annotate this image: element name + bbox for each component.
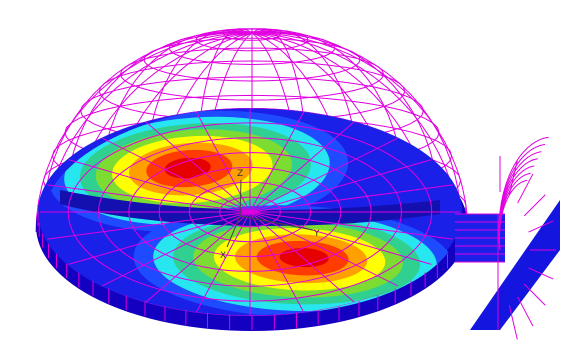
disc-radial [139, 211, 251, 308]
dome-parallel [119, 47, 384, 101]
axis-x-line [226, 215, 241, 248]
disc-radial [192, 211, 251, 316]
disc-radial [249, 133, 406, 213]
flange-spoke [528, 267, 554, 280]
flange-spoke [508, 305, 518, 340]
disc-ring [98, 137, 402, 287]
disc-radial [249, 211, 308, 316]
disc-ring [128, 152, 372, 272]
flange-arc [498, 136, 549, 251]
axis-y-label: Y [313, 229, 320, 239]
disc-radial [249, 183, 460, 213]
contour-band [279, 248, 329, 268]
disc-ring [219, 196, 281, 228]
axis-z-line [239, 179, 242, 217]
axis-x-label: X [220, 251, 226, 261]
disc-radial [94, 211, 251, 291]
flange-spoke [517, 173, 534, 204]
contour-disc [36, 108, 468, 331]
axis-z-label: Z [237, 169, 243, 179]
flange-spoke [523, 194, 546, 217]
disc-radial [249, 211, 460, 241]
flange-spoke [528, 220, 554, 233]
flange-plate [470, 200, 560, 330]
dome-parallel [143, 37, 361, 82]
axis-y-line [239, 215, 314, 231]
disc-radial [249, 156, 441, 213]
disc-radial [40, 183, 251, 213]
flange-spoke [523, 283, 546, 306]
disc-radial [40, 211, 251, 241]
disc-mesh-lines [40, 108, 460, 316]
disc-mesh [37, 108, 467, 330]
contour-band [164, 157, 211, 179]
disc-radial [139, 116, 251, 213]
disc-trough [60, 190, 440, 227]
dome-parallel [168, 31, 336, 66]
disc-radial [59, 156, 251, 213]
dome-parallel [223, 28, 281, 41]
disc-radial [59, 211, 251, 268]
flange-spoke [508, 160, 518, 195]
disc-ring [188, 181, 312, 243]
disc-radial [249, 108, 308, 213]
disc-radial [249, 211, 406, 291]
disc-radial [249, 116, 361, 213]
disc-radial [94, 133, 251, 213]
disc-radial [249, 211, 361, 308]
side-flange [455, 136, 560, 340]
disc-ring [67, 122, 433, 302]
axis-triad: X Y Z [220, 169, 320, 261]
disc-radial [249, 211, 441, 268]
disc-ring [158, 166, 342, 258]
flange-spoke [517, 296, 534, 327]
dome-parallel [195, 28, 309, 52]
